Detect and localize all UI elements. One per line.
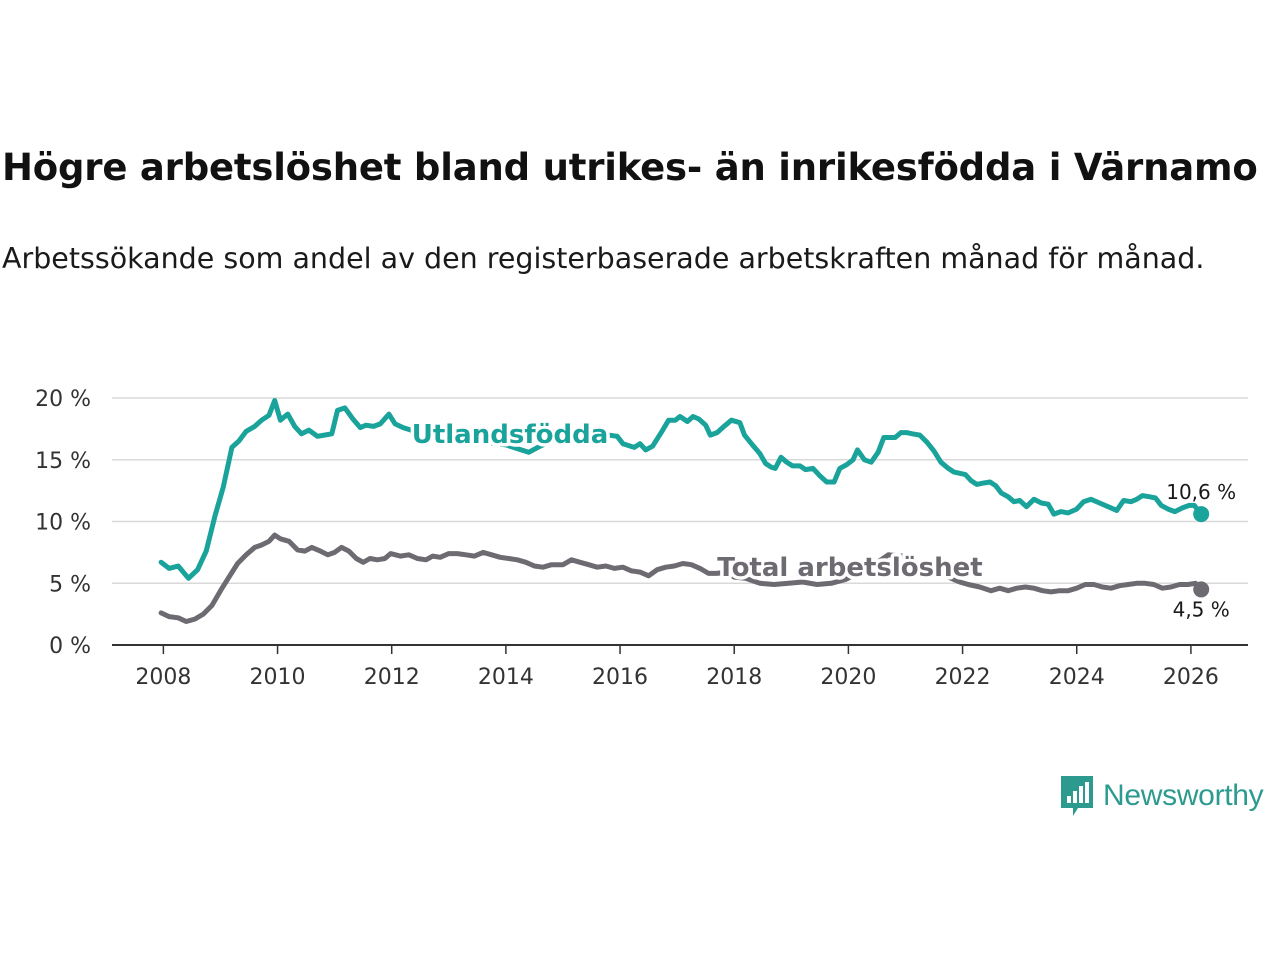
y-tick-label: 10 % (35, 511, 91, 536)
end-value-label-utlandsfodda: 10,6 % (1166, 480, 1236, 504)
end-point-total-arbetsloshet (1193, 581, 1210, 598)
x-tick-label: 2020 (820, 665, 876, 690)
x-tick-label: 2016 (592, 665, 648, 690)
x-tick-label: 2008 (135, 665, 191, 690)
series-line-utlandsfodda (158, 398, 1204, 581)
chart-title: Högre arbetslöshet bland utrikes- än inr… (2, 146, 1258, 189)
x-tick-label: 2014 (478, 665, 534, 690)
y-tick-label: 5 % (49, 572, 91, 597)
x-tick-label: 2022 (935, 665, 991, 690)
end-point-utlandsfodda (1193, 506, 1210, 523)
y-axis-ticks: 0 % 5 % 10 % 15 % 20 % (35, 387, 91, 659)
y-tick-label: 20 % (35, 387, 91, 412)
end-value-label-total-arbetsloshet: 4,5 % (1173, 597, 1230, 621)
y-tick-label: 0 % (49, 634, 91, 659)
x-tick-label: 2012 (364, 665, 420, 690)
x-tick-label: 2010 (250, 665, 306, 690)
bar-chart-bubble-icon (1061, 776, 1093, 816)
series-lines (158, 398, 1210, 624)
series-line-total-arbetsloshet (158, 532, 1204, 624)
series-labels: 10,6 % Utlandsfödda 4,5 % Total arbetslöshe… (408, 417, 1236, 622)
x-tick-label: 2018 (706, 665, 762, 690)
x-tick-label: 2024 (1049, 665, 1105, 690)
newsworthy-logo: Newsworthy (1059, 774, 1264, 818)
x-axis-ticks: 2008 2010 2012 2014 2016 2018 2020 2022 2024 2026 (135, 645, 1219, 690)
brand-name: Newsworthy (1103, 779, 1264, 812)
chart-subtitle: Arbetssökande som andel av den registerb… (2, 242, 1205, 275)
series-label-total-arbetsloshet: Total arbetslöshet (717, 553, 982, 583)
x-tick-label: 2026 (1163, 665, 1219, 690)
y-tick-label: 15 % (35, 449, 91, 474)
series-label-utlandsfodda: Utlandsfödda (412, 420, 609, 450)
gridlines (112, 397, 1248, 646)
